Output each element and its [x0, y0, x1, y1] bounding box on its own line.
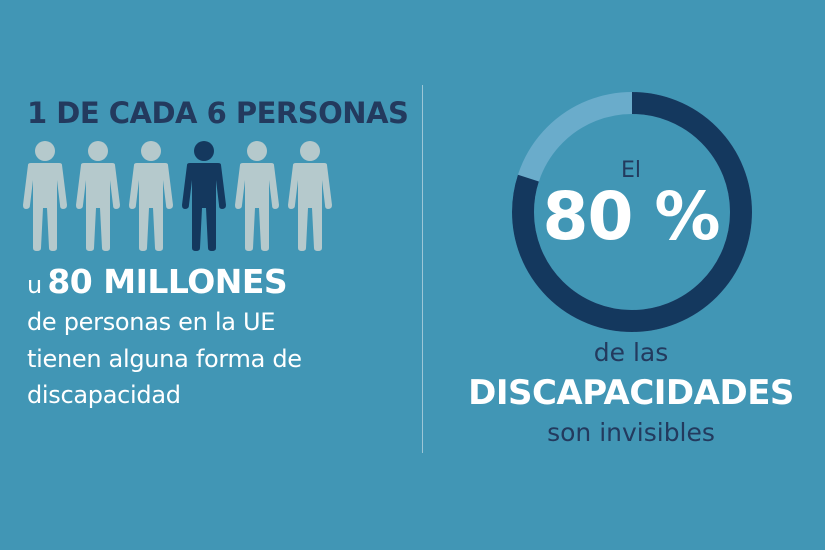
- el-label: El: [620, 158, 641, 183]
- text-line-1: de personas en la UE: [27, 308, 276, 336]
- percent-label: 80 %: [542, 178, 721, 255]
- ring-fill: [512, 92, 752, 332]
- person-icon: [129, 141, 173, 251]
- divider: [422, 85, 423, 453]
- text-line-2: tienen alguna forma de: [27, 345, 302, 373]
- person-icon: [235, 141, 279, 251]
- text-line-3: discapacidad: [27, 381, 181, 409]
- discapacidades-label: DISCAPACIDADES: [468, 373, 794, 413]
- people-row: [23, 141, 332, 251]
- prefix-u: u: [27, 271, 43, 299]
- percent-ring: [512, 92, 752, 332]
- person-icon: [288, 141, 332, 251]
- person-icon: [76, 141, 120, 251]
- millions-line: u 80 MILLONES: [27, 262, 288, 301]
- headline: 1 DE CADA 6 PERSONAS: [27, 96, 409, 130]
- millions-number: 80 MILLONES: [47, 262, 288, 301]
- de-las-label: de las: [593, 338, 669, 367]
- person-icon: [182, 141, 226, 251]
- invisibles-label: son invisibles: [547, 418, 715, 447]
- person-icon: [23, 141, 67, 251]
